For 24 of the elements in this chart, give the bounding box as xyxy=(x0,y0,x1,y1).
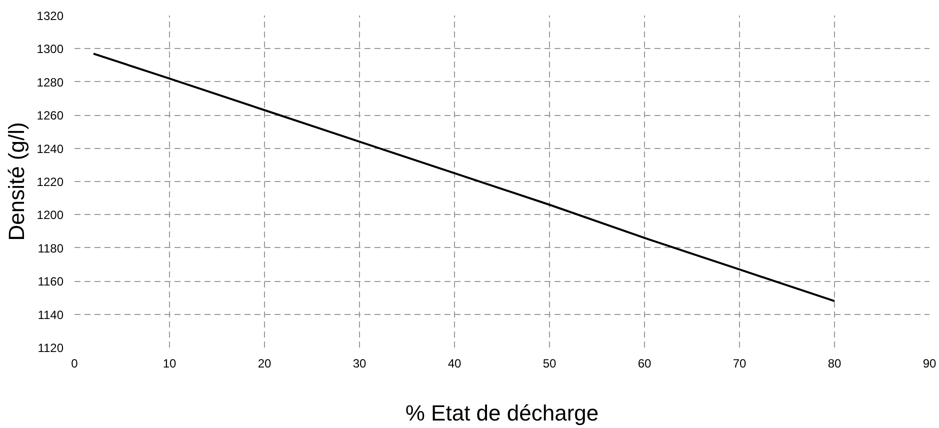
x-axis-title: % Etat de décharge xyxy=(405,400,599,426)
y-tick-label: 1220 xyxy=(36,175,64,189)
y-tick-label: 1200 xyxy=(36,208,64,222)
x-tick-label: 0 xyxy=(71,356,78,370)
y-axis-title: Densité (g/l) xyxy=(4,122,29,241)
line-series xyxy=(92,52,836,302)
x-tick-label: 50 xyxy=(542,356,556,370)
y-tick-label: 1280 xyxy=(36,75,64,90)
x-tick-label: 10 xyxy=(162,356,176,370)
x-tick-label: 20 xyxy=(258,356,272,370)
y-tick-label: 1300 xyxy=(36,42,64,56)
y-tick-label: 1180 xyxy=(38,241,64,256)
y-tick-label: 1160 xyxy=(38,274,64,289)
y-tick-label: 1120 xyxy=(38,341,64,355)
x-tick-label: 70 xyxy=(732,356,746,370)
y-tick-label: 1320 xyxy=(36,9,64,23)
x-tick-label: 80 xyxy=(828,356,842,370)
y-tick-label: 1240 xyxy=(36,142,64,156)
y-tick-label: 1260 xyxy=(36,108,64,123)
x-tick-label: 90 xyxy=(922,356,936,370)
y-tick-label: 1140 xyxy=(38,308,64,322)
x-tick-label: 60 xyxy=(638,356,652,370)
x-tick-label: 30 xyxy=(352,356,366,370)
x-tick-label: 40 xyxy=(448,356,462,370)
